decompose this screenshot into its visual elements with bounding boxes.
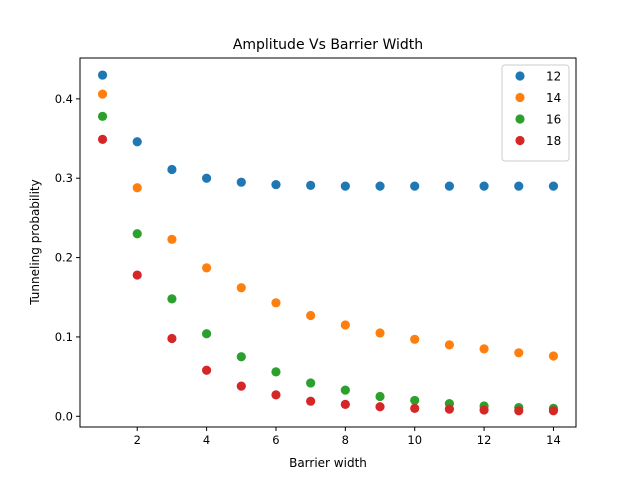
data-point-series-12 <box>236 177 246 187</box>
data-point-series-12 <box>167 164 177 175</box>
data-point-series-18 <box>340 399 350 409</box>
legend-label: 12 <box>546 70 561 84</box>
data-point-series-16 <box>236 352 246 362</box>
data-point-series-14 <box>202 263 212 273</box>
data-point-series-12 <box>375 181 385 191</box>
data-point-series-18 <box>514 406 524 416</box>
x-tick-label: 8 <box>342 433 349 447</box>
y-tick-label: 0.2 <box>55 251 73 265</box>
data-point-series-18 <box>97 134 108 144</box>
y-tick-label: 0.3 <box>55 171 73 185</box>
legend-label: 16 <box>546 113 561 127</box>
data-point-series-14 <box>97 89 108 99</box>
y-tick-label: 0.1 <box>55 330 73 344</box>
x-tick-label: 10 <box>407 433 422 447</box>
data-point-series-16 <box>167 294 177 304</box>
axes-frame <box>79 57 577 428</box>
data-point-series-18 <box>375 402 385 412</box>
data-point-series-14 <box>375 328 385 338</box>
legend: 12 14 16 18 <box>501 64 570 162</box>
data-point-series-16 <box>202 329 212 339</box>
data-point-series-14 <box>132 183 142 193</box>
legend-marker <box>515 92 525 103</box>
data-point-series-18 <box>132 270 142 280</box>
data-point-series-18 <box>410 403 420 413</box>
data-point-series-14 <box>167 234 177 244</box>
data-point-series-18 <box>202 365 212 375</box>
y-tick-label: 0.0 <box>55 409 73 423</box>
data-point-series-12 <box>271 179 281 190</box>
legend-label: 18 <box>546 134 561 148</box>
data-point-series-16 <box>340 385 350 395</box>
data-point-series-12 <box>132 137 142 147</box>
data-point-series-14 <box>271 298 281 308</box>
data-point-series-12 <box>340 181 350 191</box>
data-point-series-14 <box>514 348 524 358</box>
data-point-series-12 <box>548 181 559 191</box>
legend-label: 14 <box>546 91 561 105</box>
data-point-series-18 <box>548 406 559 416</box>
data-point-series-14 <box>479 344 489 354</box>
data-point-series-14 <box>306 310 316 321</box>
x-tick-label: 4 <box>203 433 210 447</box>
data-point-series-16 <box>271 367 281 377</box>
data-point-series-14 <box>236 283 246 293</box>
data-point-series-18 <box>167 333 177 344</box>
data-point-series-14 <box>548 351 559 361</box>
data-point-series-18 <box>444 404 454 414</box>
data-point-series-12 <box>479 181 489 191</box>
data-point-series-16 <box>97 111 108 121</box>
data-point-series-18 <box>271 390 281 400</box>
data-point-series-12 <box>410 181 420 191</box>
y-tick-label: 0.4 <box>55 92 73 106</box>
chart-title: Amplitude Vs Barrier Width <box>233 37 423 53</box>
x-tick-label: 14 <box>546 433 561 447</box>
data-point-series-12 <box>306 180 316 190</box>
data-point-series-12 <box>514 181 524 191</box>
data-point-series-12 <box>202 173 212 183</box>
legend-marker <box>515 135 525 146</box>
data-point-series-12 <box>444 181 454 191</box>
x-tick-label: 12 <box>477 433 492 447</box>
data-point-series-18 <box>236 381 246 391</box>
data-point-series-14 <box>410 334 420 344</box>
data-point-series-12 <box>97 70 108 80</box>
data-point-series-18 <box>306 396 316 406</box>
x-tick-label: 6 <box>272 433 279 447</box>
data-point-series-14 <box>340 320 350 330</box>
y-axis-label: Tunneling probability <box>28 179 42 305</box>
data-point-series-14 <box>444 340 454 350</box>
legend-marker <box>515 114 525 124</box>
data-point-series-16 <box>410 395 420 406</box>
data-point-series-16 <box>132 229 142 239</box>
x-tick-label: 2 <box>134 433 141 447</box>
legend-marker <box>515 71 525 81</box>
data-point-series-16 <box>375 391 385 402</box>
data-point-series-16 <box>306 378 316 388</box>
plot-area <box>80 58 576 427</box>
x-axis-label: Barrier width <box>289 456 367 470</box>
data-point-series-18 <box>479 405 489 415</box>
